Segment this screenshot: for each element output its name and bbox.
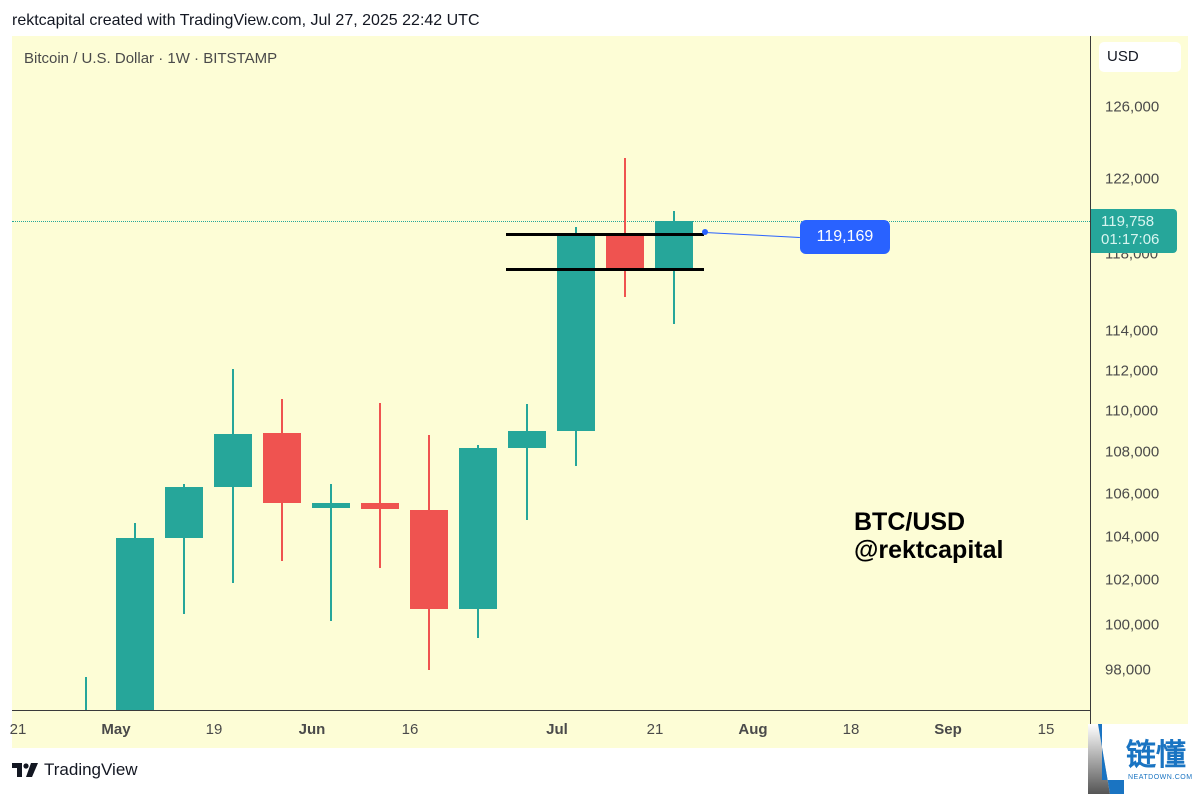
callout-connector [704,231,801,238]
price-tick-label: 98,000 [1105,661,1151,679]
price-tick-label: 126,000 [1105,98,1160,116]
time-axis[interactable]: 21 May 19 Jun 16 Jul 21 Aug 18 Sep 15 [9,710,1090,749]
price-tick-label: 106,000 [1105,485,1160,503]
symbol-title: Bitcoin / U.S. Dollar · 1W · BITSTAMP [24,50,278,67]
candle-body-up[interactable] [214,434,252,487]
time-tick-label: Aug [738,721,768,738]
time-tick-label: 15 [1037,721,1055,738]
candle-body-up[interactable] [655,220,693,270]
price-tick-label: 112,000 [1105,362,1159,380]
time-tick-label: Jun [298,721,326,738]
bar-countdown: 01:17:06 [1101,230,1160,248]
candle-body-down[interactable] [263,433,301,504]
neatdown-name: 链懂 [1126,739,1186,772]
candle-body-down[interactable] [410,509,448,610]
watermark-handle: @rektcapital [854,536,1004,564]
price-tick-label: 114,000 [1105,322,1159,340]
chart-attribution: rektcapital created with TradingView.com… [12,12,480,29]
candle-body-up[interactable] [459,448,497,610]
last-price-value: 119,758 [1101,212,1155,230]
tradingview-logo-icon [12,763,38,777]
candle-wick [85,676,87,710]
time-tick-label: Jul [546,721,568,738]
time-tick-label: 18 [842,721,860,738]
candle-wick [379,402,381,568]
range-level-line[interactable] [506,232,704,236]
tradingview-logo[interactable]: TradingView [12,760,138,780]
candle-wick [330,483,332,622]
currency-button[interactable]: USD [1099,42,1181,72]
price-axis[interactable]: USD 98,000 100,000 102,000 104,000 106,000 10… [1090,36,1189,748]
candle-body-up[interactable] [312,503,350,508]
last-price-line [12,220,1090,222]
chart-container[interactable]: Bitcoin / U.S. Dollar · 1W · BITSTAMP BT… [9,36,1189,749]
time-tick-label: May [101,721,131,738]
time-tick-label: 16 [401,721,419,738]
price-tick-label: 122,000 [1105,170,1160,188]
time-tick-label: 19 [205,721,223,738]
price-callout-label[interactable]: 119,169 [800,219,890,254]
neatdown-domain: NEATDOWN.COM [1128,774,1193,781]
last-price-tag: 119,758 01:17:06 [1091,208,1177,253]
time-tick-label: 21 [9,721,27,738]
range-level-line[interactable] [506,267,704,271]
watermark-pair: BTC/USD [854,508,966,536]
neatdown-watermark: 链懂 NEATDOWN.COM [1088,724,1200,794]
time-tick-label: Sep [934,721,962,738]
tradingview-brand: TradingView [44,760,138,779]
candle-body-up[interactable] [508,431,546,449]
price-tick-label: 108,000 [1105,443,1160,461]
price-tick-label: 104,000 [1105,528,1160,546]
candle-body-down[interactable] [361,503,399,509]
candle-wick [624,157,626,298]
price-tick-label: 110,000 [1105,402,1159,420]
candle-wick [526,403,528,520]
candle-body-up[interactable] [116,537,154,710]
price-tick-label: 100,000 [1105,616,1160,634]
time-tick-label: 21 [646,721,664,738]
candle-body-up[interactable] [557,233,595,432]
callout-anchor-dot[interactable] [702,228,708,235]
price-tick-label: 102,000 [1105,571,1160,589]
plot-area[interactable]: Bitcoin / U.S. Dollar · 1W · BITSTAMP BT… [12,36,1090,710]
candle-body-down[interactable] [606,233,644,269]
candle-wick [183,483,185,615]
candle-body-up[interactable] [165,486,203,538]
neatdown-logo-icon [1088,724,1124,794]
chart-watermark-text: BTC/USD @rektcapital [854,508,1003,564]
